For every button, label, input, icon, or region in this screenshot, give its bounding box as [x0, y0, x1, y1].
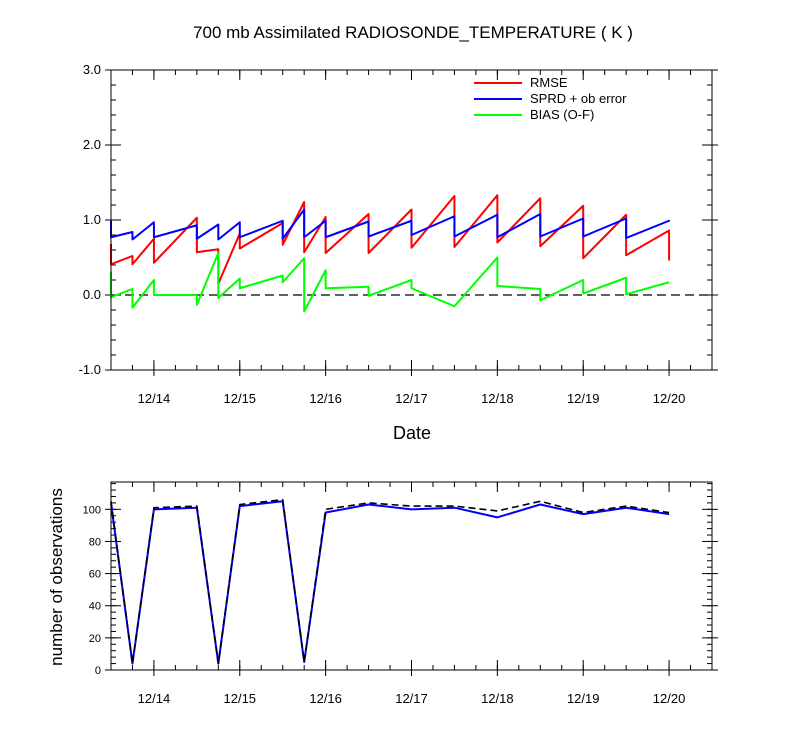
- top-y-tick-label: 2.0: [83, 137, 101, 152]
- bottom-x-tick-label: 12/15: [224, 691, 257, 706]
- series-line-sprd-ob-error: [110, 208, 671, 241]
- bottom-y-tick-label: 0: [95, 665, 101, 677]
- legend-label: RMSE: [530, 75, 568, 90]
- top-axes-grid: 12/14 12/15 12/16 12/17 12/18 12/19 12/20 -1.0 0…: [79, 62, 718, 406]
- bottom-x-tick-label: 12/17: [395, 691, 428, 706]
- x-axis-label: Date: [393, 423, 431, 443]
- bottom-panel: 12/14 12/15 12/16 12/17 12/18 12/19 12/20 0 20 40…: [47, 481, 718, 706]
- top-x-tick-label: 12/16: [309, 391, 342, 406]
- bottom-y-tick-label: 100: [83, 504, 101, 516]
- top-x-tick-label: 12/14: [138, 391, 171, 406]
- bottom-y-tick-label: 20: [89, 633, 101, 645]
- legend-label: SPRD + ob error: [530, 91, 627, 106]
- bottom-x-tick-label: 12/14: [138, 691, 171, 706]
- y-axis-label: number of observations: [47, 488, 66, 666]
- bottom-x-tick-label: 12/20: [653, 691, 686, 706]
- series-line-possible: [110, 498, 670, 665]
- top-y-tick-label: 1.0: [83, 212, 101, 227]
- series-line-assimilated: [110, 500, 670, 665]
- bottom-y-tick-label: 40: [89, 601, 101, 613]
- bottom-plot-frame: [110, 481, 713, 671]
- series-line-bias-o-f: [110, 252, 670, 313]
- legend-label: BIAS (O-F): [530, 107, 594, 122]
- series-line-rmse: [110, 194, 671, 285]
- bottom-x-tick-label: 12/19: [567, 691, 600, 706]
- bottom-series-group: [110, 498, 670, 665]
- top-x-tick-label: 12/20: [653, 391, 686, 406]
- top-x-tick-label: 12/17: [395, 391, 428, 406]
- bottom-x-tick-label: 12/16: [309, 691, 342, 706]
- top-x-tick-label: 12/15: [224, 391, 257, 406]
- bottom-x-tick-label: 12/18: [481, 691, 514, 706]
- top-panel: 700 mb Assimilated RADIOSONDE_TEMPERATUR…: [79, 23, 718, 443]
- bottom-y-tick-label: 60: [89, 569, 101, 581]
- top-y-tick-label: -1.0: [79, 362, 101, 377]
- top-series-group: [110, 194, 712, 313]
- top-plot-frame: [110, 69, 713, 371]
- top-x-tick-label: 12/18: [481, 391, 514, 406]
- top-y-tick-label: 3.0: [83, 62, 101, 77]
- top-y-tick-label: 0.0: [83, 287, 101, 302]
- top-x-tick-label: 12/19: [567, 391, 600, 406]
- bottom-y-tick-label: 80: [89, 536, 101, 548]
- bottom-axes-grid: 12/14 12/15 12/16 12/17 12/18 12/19 12/20 0 20 40…: [83, 482, 718, 706]
- chart-title: 700 mb Assimilated RADIOSONDE_TEMPERATUR…: [193, 23, 633, 42]
